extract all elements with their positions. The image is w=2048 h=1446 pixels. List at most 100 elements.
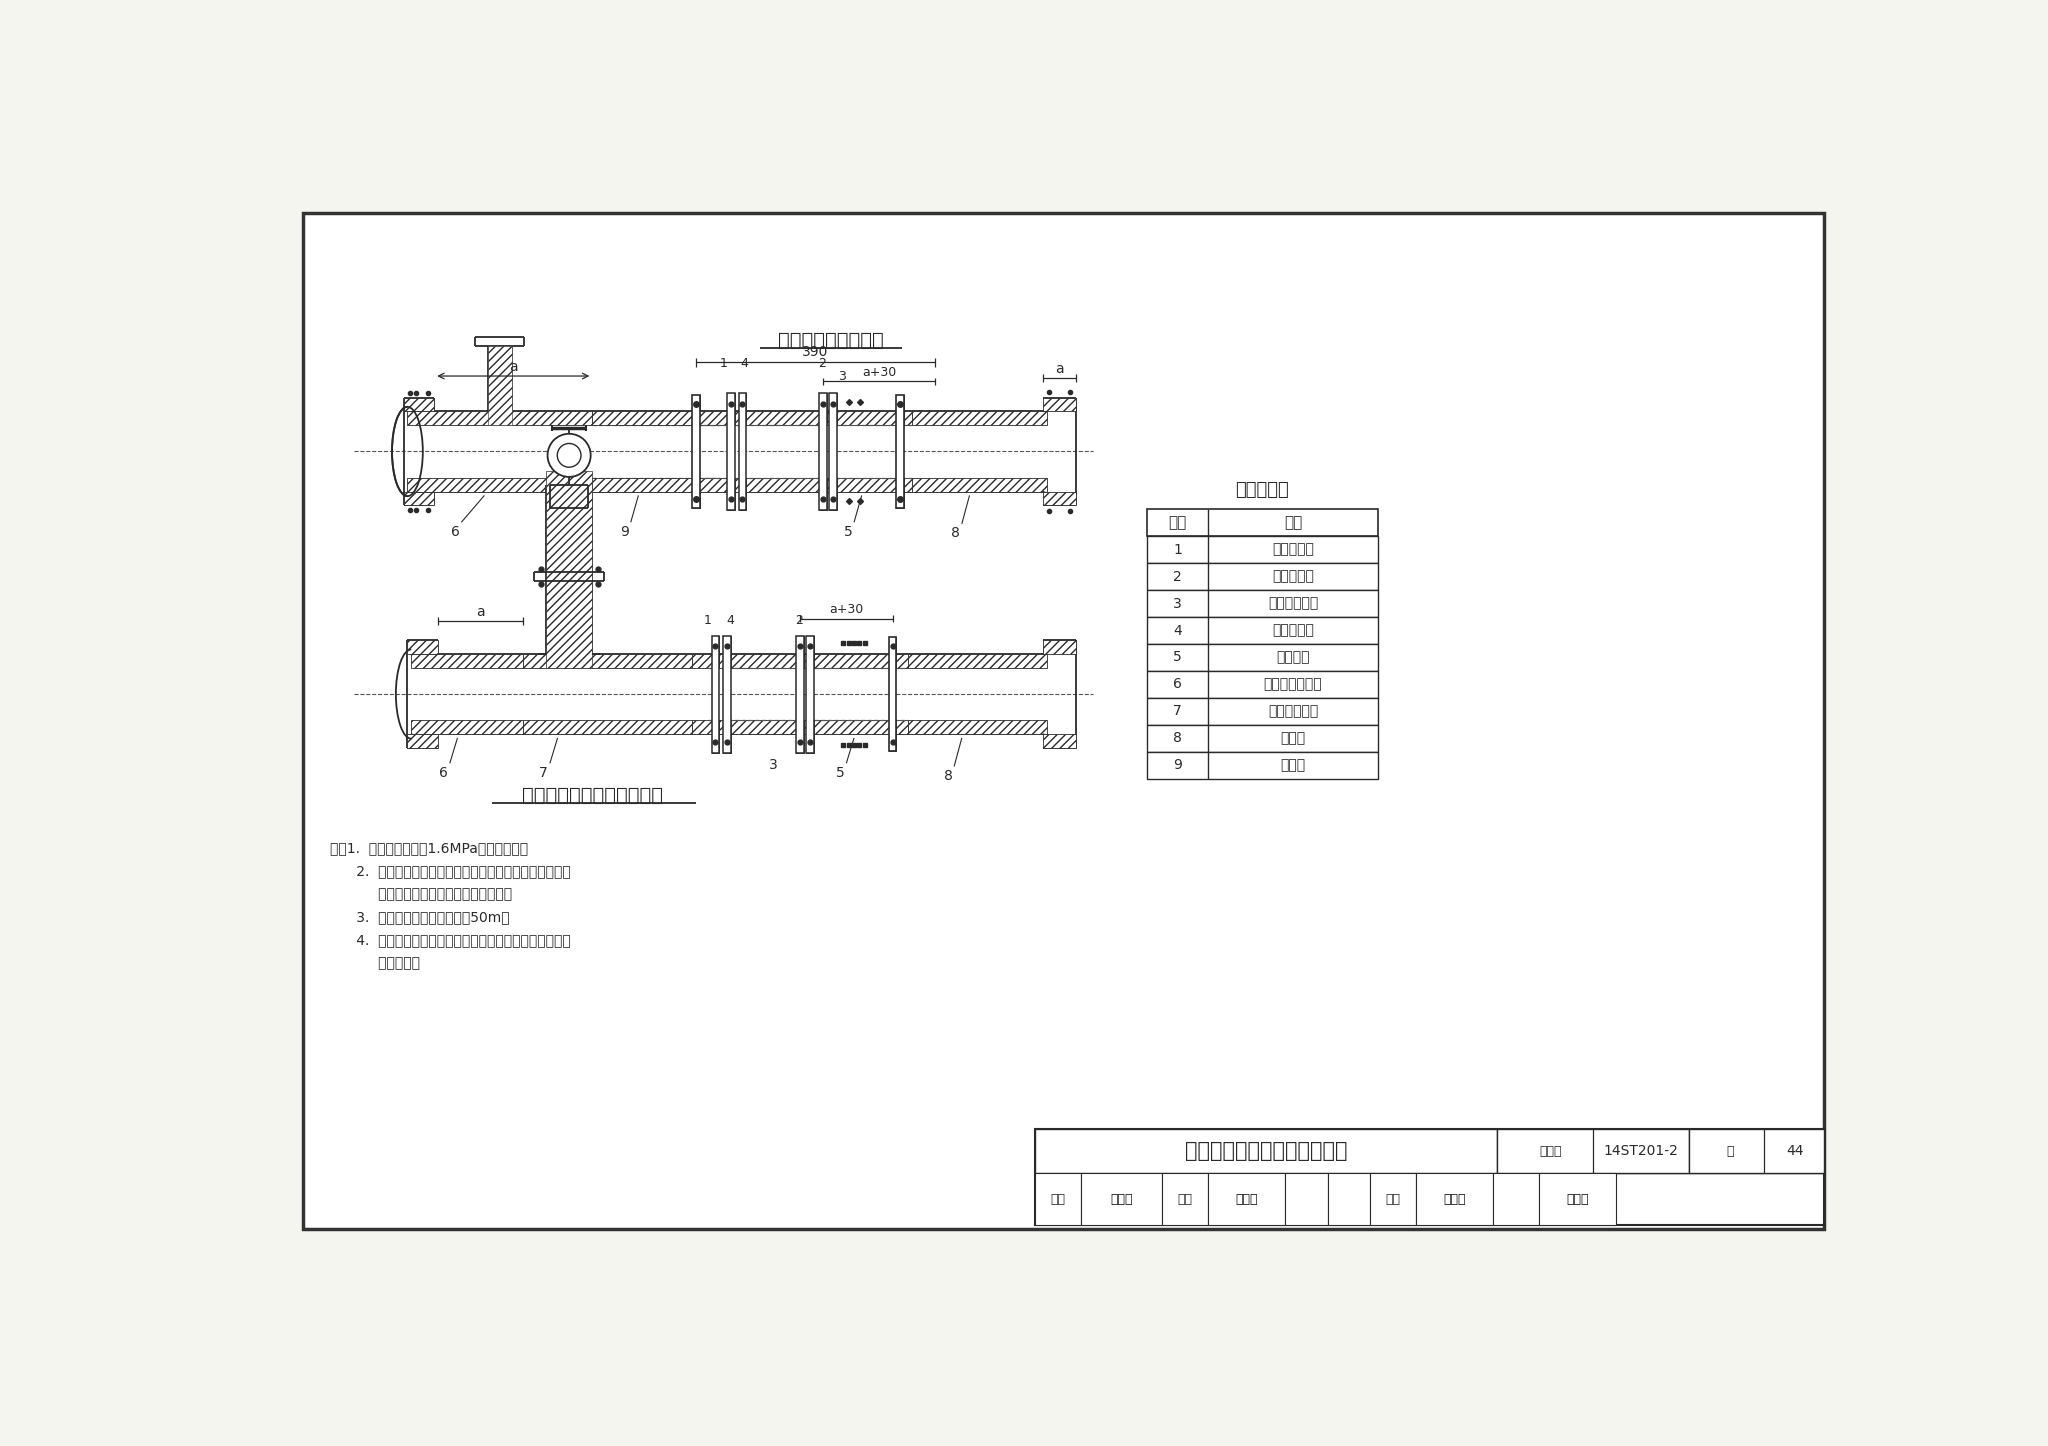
Bar <box>408 735 438 748</box>
Bar <box>889 638 897 668</box>
Bar <box>1042 641 1075 654</box>
Text: 8: 8 <box>950 526 961 541</box>
Text: 1: 1 <box>705 613 711 626</box>
Text: 14ST201-2: 14ST201-2 <box>1604 1144 1679 1158</box>
Text: 6: 6 <box>438 765 449 779</box>
Circle shape <box>547 434 590 477</box>
Bar <box>692 395 700 509</box>
Bar <box>723 720 731 752</box>
Bar <box>412 720 522 735</box>
Bar <box>592 412 696 425</box>
Bar <box>1034 1129 1497 1173</box>
Text: 朱瑞敏: 朱瑞敏 <box>1567 1193 1589 1206</box>
Bar <box>522 720 692 735</box>
Bar <box>727 393 735 425</box>
Text: 1: 1 <box>719 357 727 370</box>
Text: 3.  快拆防胀限位器安装间距50m。: 3. 快拆防胀限位器安装间距50m。 <box>330 911 510 924</box>
Text: 滑动式伸缩器: 滑动式伸缩器 <box>1268 597 1319 610</box>
Bar <box>723 636 731 668</box>
Bar <box>408 641 438 654</box>
Bar <box>1286 1173 1327 1225</box>
Text: 审核: 审核 <box>1051 1193 1065 1206</box>
Bar <box>487 346 512 425</box>
Bar <box>412 654 522 668</box>
Bar <box>692 720 907 735</box>
Bar <box>1147 617 1378 643</box>
Bar <box>819 477 827 510</box>
Text: a: a <box>1055 362 1063 376</box>
Bar <box>1042 735 1075 748</box>
Text: 墨铸铁管及管件的快速拆装与维修。: 墨铸铁管及管件的快速拆装与维修。 <box>330 888 512 901</box>
Bar <box>696 412 911 425</box>
Text: 名称对照表: 名称对照表 <box>1235 482 1288 499</box>
Text: 校对: 校对 <box>1178 1193 1192 1206</box>
Text: 区间消防快拆防胀限位器安装: 区间消防快拆防胀限位器安装 <box>1184 1141 1348 1161</box>
Text: 张先群: 张先群 <box>1110 1193 1133 1206</box>
Bar <box>797 636 805 752</box>
Bar <box>819 393 827 425</box>
Bar <box>1208 1173 1286 1225</box>
Bar <box>1042 398 1075 412</box>
Bar <box>1147 562 1378 590</box>
Text: 390: 390 <box>803 346 829 359</box>
Bar <box>797 720 805 752</box>
Text: 法兰连接。: 法兰连接。 <box>330 957 420 970</box>
Text: 4: 4 <box>739 357 748 370</box>
Bar <box>1034 1173 1081 1225</box>
Bar <box>907 720 1047 735</box>
Bar <box>1147 590 1378 617</box>
Text: 2: 2 <box>795 613 803 626</box>
Bar <box>1415 1173 1493 1225</box>
Text: 设计: 设计 <box>1386 1193 1401 1206</box>
Text: 4.  快拆防胀限位器安装时与法兰三通、插盘管和承盘管: 4. 快拆防胀限位器安装时与法兰三通、插盘管和承盘管 <box>330 934 571 947</box>
Bar <box>1147 671 1378 698</box>
Circle shape <box>557 444 582 467</box>
Text: 4: 4 <box>727 613 733 626</box>
Text: 页: 页 <box>1726 1145 1735 1158</box>
Text: 离心球墨铸铁管: 离心球墨铸铁管 <box>1264 677 1323 691</box>
Bar <box>1147 536 1378 562</box>
Text: 5: 5 <box>1174 651 1182 665</box>
Bar <box>692 654 907 668</box>
Bar <box>1147 698 1378 724</box>
Text: 快拆防胀限位器安装: 快拆防胀限位器安装 <box>778 331 885 350</box>
Bar <box>408 477 592 492</box>
Bar <box>1493 1173 1540 1225</box>
Bar <box>739 477 745 510</box>
Bar <box>403 398 434 412</box>
Bar <box>807 636 813 752</box>
Bar <box>897 395 903 425</box>
Text: 3: 3 <box>1174 597 1182 610</box>
Text: 7: 7 <box>539 765 549 779</box>
Text: 插盘管: 插盘管 <box>1280 758 1305 772</box>
Text: 滑动式压兰: 滑动式压兰 <box>1272 570 1315 584</box>
Text: 赵际顺: 赵际顺 <box>1235 1193 1257 1206</box>
Bar <box>911 412 1047 425</box>
Bar <box>1042 492 1075 506</box>
Bar <box>522 654 692 668</box>
Bar <box>829 477 838 510</box>
Text: 2: 2 <box>817 357 825 370</box>
Text: a+30: a+30 <box>862 366 897 379</box>
Bar <box>807 636 813 668</box>
Text: 韦瑞敏: 韦瑞敏 <box>1444 1193 1466 1206</box>
Bar <box>889 638 897 750</box>
Bar <box>692 395 700 425</box>
Bar <box>403 492 434 506</box>
Text: 7: 7 <box>1174 704 1182 719</box>
Text: 限位螺栓: 限位螺栓 <box>1276 651 1309 665</box>
Text: 4: 4 <box>1174 623 1182 638</box>
Bar <box>1147 752 1378 779</box>
Bar <box>911 477 1047 492</box>
Bar <box>1147 643 1378 671</box>
Bar <box>1161 1173 1208 1225</box>
Text: 双盘单插三通: 双盘单插三通 <box>1268 704 1319 719</box>
Text: 承盘管: 承盘管 <box>1280 732 1305 745</box>
Bar <box>1370 1173 1415 1225</box>
Text: a: a <box>510 360 518 373</box>
Text: a+30: a+30 <box>829 603 864 616</box>
Bar <box>739 393 745 425</box>
Text: 9: 9 <box>621 525 629 538</box>
Text: 5: 5 <box>836 765 844 779</box>
Bar <box>1540 1173 1616 1225</box>
